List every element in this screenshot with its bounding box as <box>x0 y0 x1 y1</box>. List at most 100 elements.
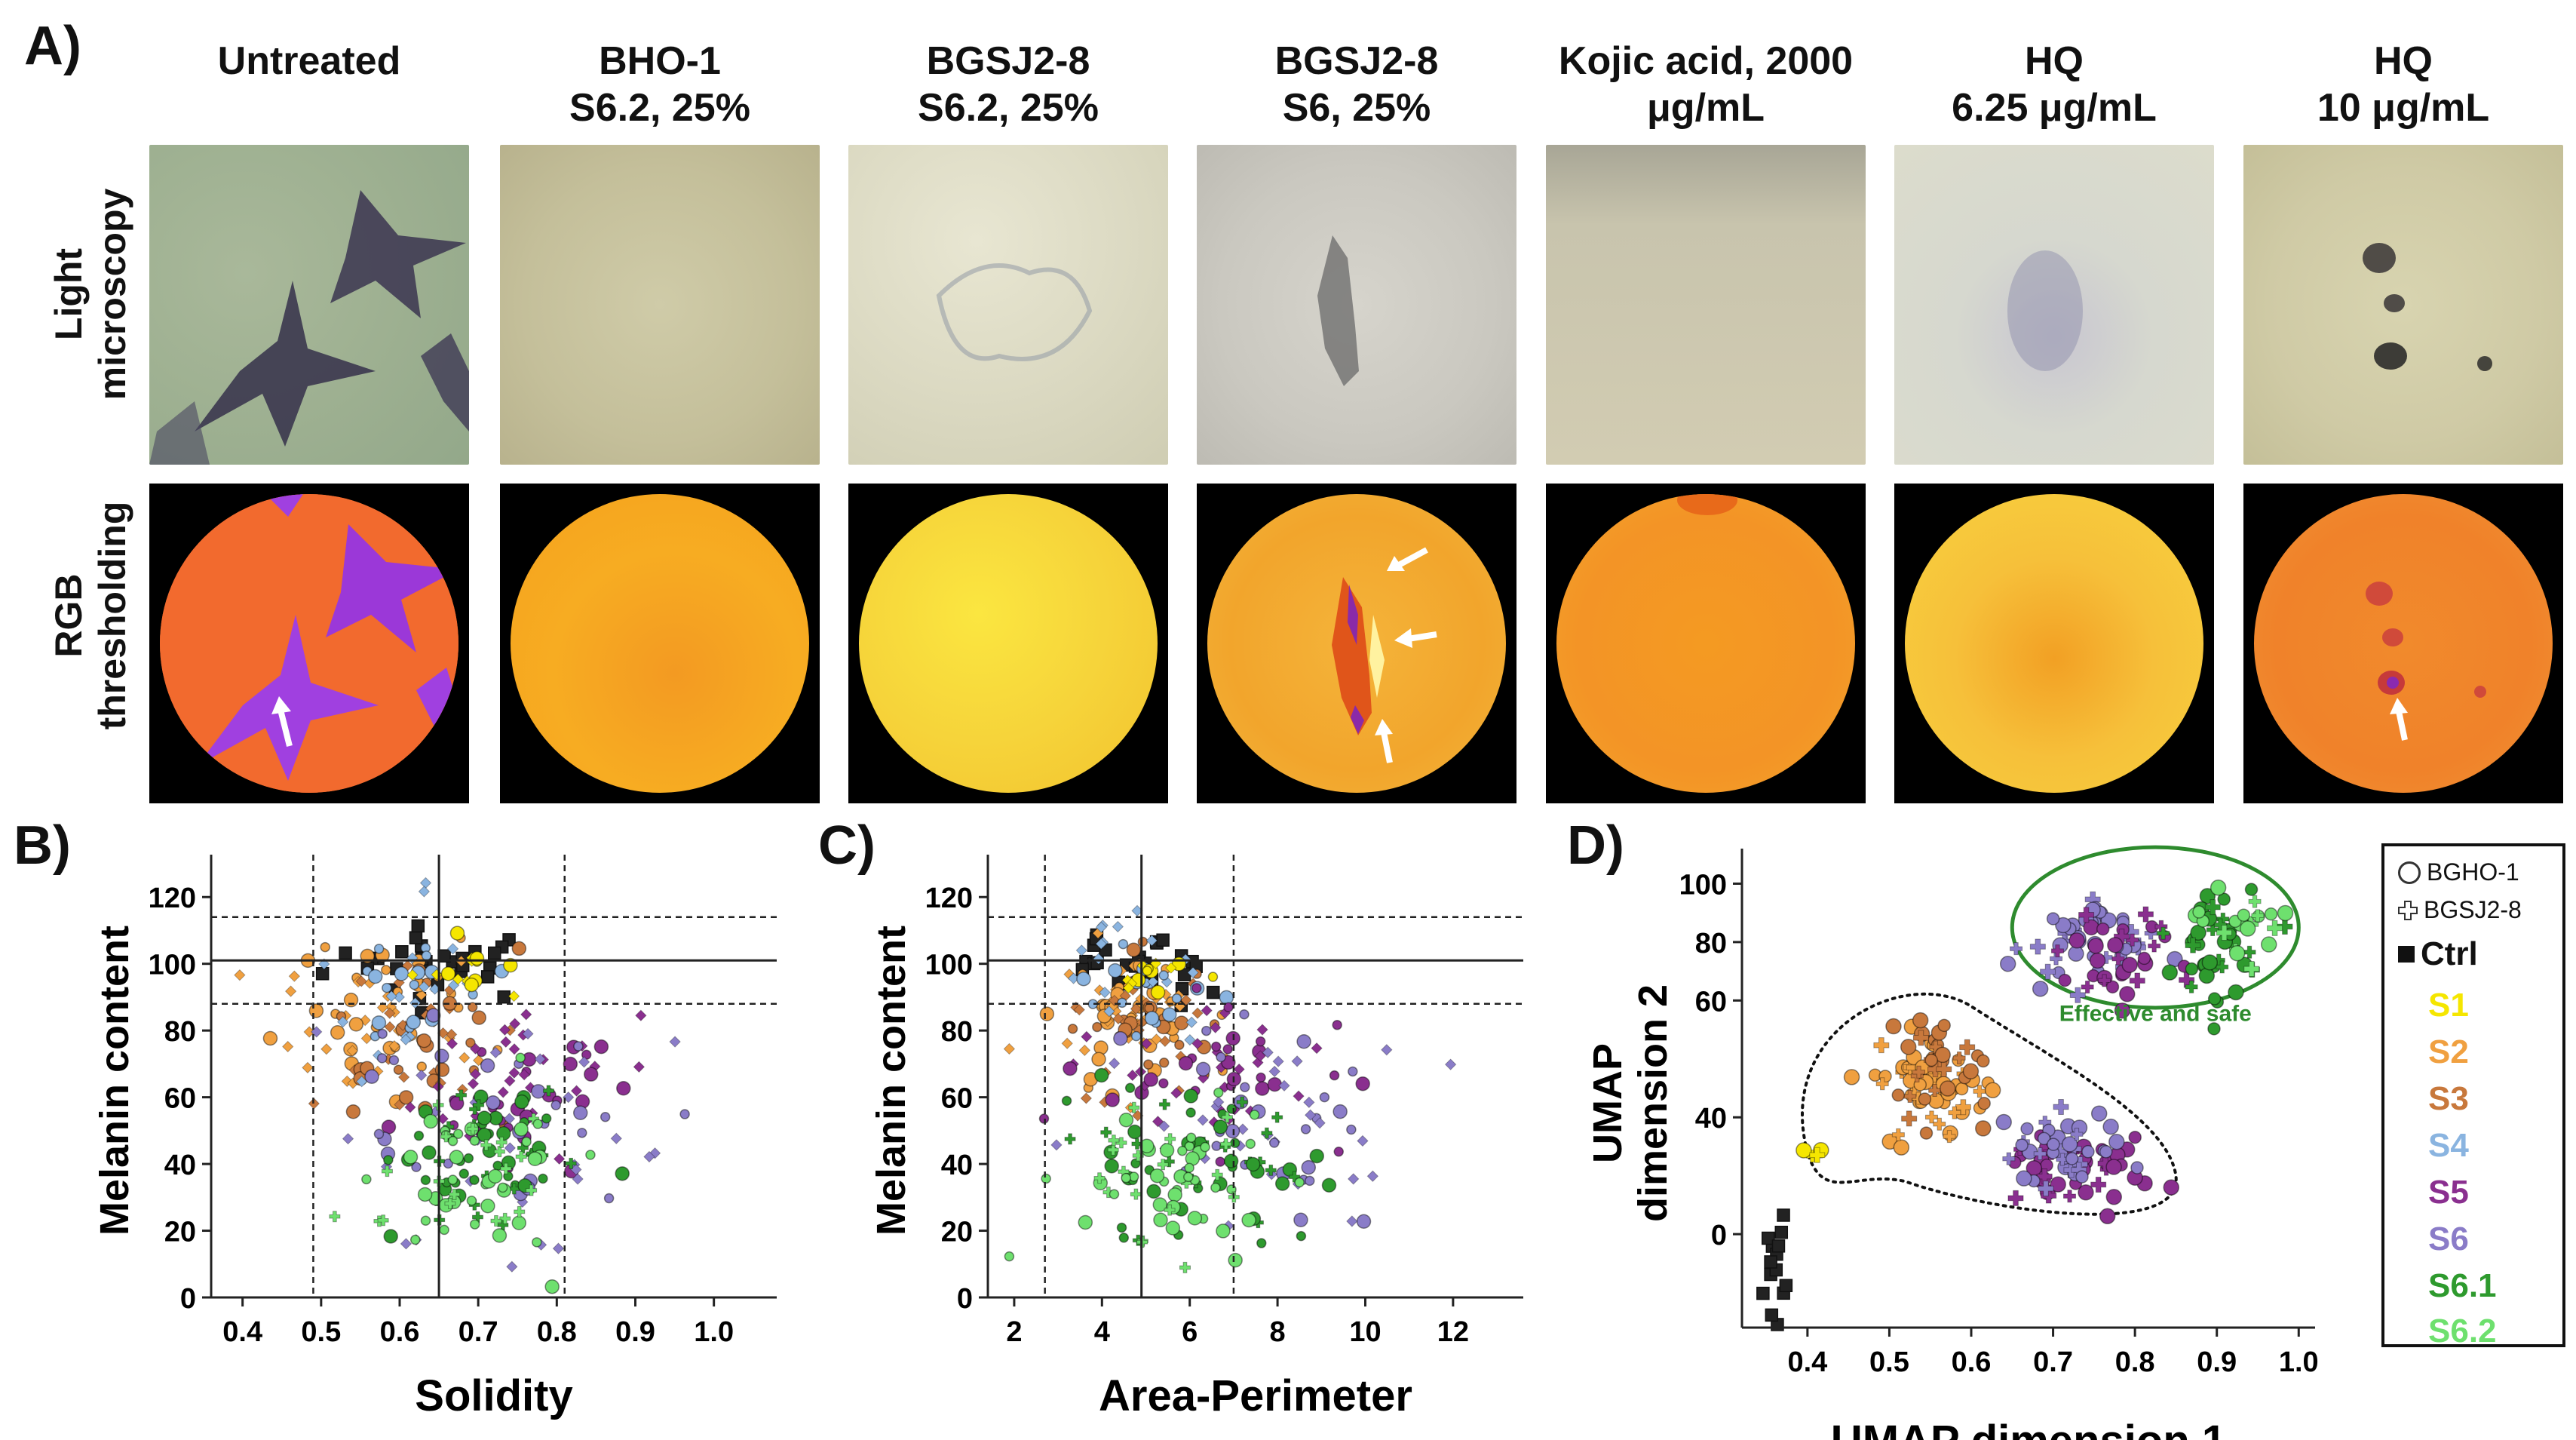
point-s6-2 <box>2237 908 2251 922</box>
point-s6-2 <box>1220 1138 1232 1150</box>
point-ctrl <box>1206 985 1220 999</box>
point-s5 <box>469 1042 482 1055</box>
point-s6-2 <box>439 1224 449 1236</box>
micrograph-hq-10 <box>2243 145 2563 465</box>
point-s3 <box>1900 1039 1917 1055</box>
point-s6-2 <box>1121 1172 1131 1184</box>
point-s6-2 <box>2267 920 2283 936</box>
y-tick-label: 80 <box>1695 928 1727 959</box>
point-s3 <box>1159 1035 1171 1048</box>
point-s5 <box>616 1081 631 1096</box>
point-s1 <box>449 926 465 941</box>
legend-label: S6.1 <box>2428 1267 2497 1304</box>
point-s2 <box>281 1040 294 1053</box>
point-s6 <box>1995 1113 2012 1131</box>
point-s3 <box>384 1021 396 1033</box>
point-s5 <box>2128 1130 2142 1144</box>
point-s6 <box>1303 1096 1315 1109</box>
point-s5-upper <box>2137 906 2154 923</box>
point-s5 <box>1256 1024 1268 1036</box>
point-s6 <box>2061 1136 2078 1153</box>
y-tick-label: 20 <box>941 1217 973 1248</box>
point-s5-upper <box>2096 922 2110 936</box>
point-s2 <box>472 1055 485 1067</box>
point-s6-1 <box>1130 1158 1141 1169</box>
point-s6-2 <box>1093 1172 1106 1184</box>
point-s5 <box>1152 1116 1164 1128</box>
point-s5 <box>1063 1061 1078 1076</box>
column-title-line2: 10 μg/mL <box>2317 86 2490 130</box>
point-s6 <box>373 1128 385 1140</box>
point-s5 <box>467 1078 480 1090</box>
point-s5 <box>1191 983 1202 993</box>
point-s4 <box>355 1075 368 1088</box>
point-s6-2 <box>444 1198 456 1210</box>
point-s6-1 <box>1183 1088 1198 1104</box>
y-tick-label: 60 <box>1695 986 1727 1018</box>
point-s4 <box>1095 921 1108 933</box>
point-s6-2 <box>1041 1173 1051 1184</box>
y-tick-label: 0 <box>1711 1220 1727 1251</box>
point-s6-1 <box>2244 883 2259 896</box>
point-s6-1 <box>420 1174 431 1186</box>
point-s6 <box>388 1055 400 1066</box>
point-s4 <box>394 966 409 981</box>
y-tick-label: 40 <box>164 1150 196 1181</box>
point-s1 <box>464 977 480 993</box>
point-s5 <box>469 1068 482 1080</box>
point-s3 <box>1940 1080 1956 1097</box>
point-s6 <box>2020 1122 2034 1136</box>
point-s6-1 <box>1127 1124 1142 1140</box>
x-tick-label: 0.6 <box>1952 1346 1992 1378</box>
threshold-bgsj28-s6 <box>1197 484 1516 803</box>
point-s5 <box>553 1153 566 1165</box>
y-tick-label: 120 <box>925 883 973 914</box>
point-s2 <box>284 985 297 997</box>
point-s5-upper <box>2078 907 2095 923</box>
column-title-line1: BGSJ2-8 <box>1274 39 1439 83</box>
point-s6-1 <box>1124 1082 1136 1093</box>
point-s6-2 <box>490 1215 502 1227</box>
point-s5 <box>446 1037 458 1050</box>
point-s6-1 <box>477 1127 492 1143</box>
point-s6 <box>1348 1173 1360 1185</box>
point-s6 <box>522 1027 534 1040</box>
point-s6-2 <box>2228 944 2246 962</box>
point-s4 <box>1147 975 1159 988</box>
axes: 0 20 40 60 80 100 120 0.4 0.5 0.6 0.7 0.8 0.9 1.0 <box>149 855 777 1348</box>
panel-b-letter: B) <box>14 815 71 876</box>
point-s6-2 <box>492 1228 508 1243</box>
point-s6-2 <box>1102 1187 1115 1199</box>
point-s5 <box>1143 1072 1158 1087</box>
point-s5-upper <box>2137 951 2151 966</box>
point-s2 <box>1984 1082 2001 1098</box>
point-s1 <box>440 966 456 981</box>
point-s6-2 <box>1130 1188 1142 1200</box>
point-s6-1 <box>541 1113 552 1124</box>
point-s6-1 <box>2157 926 2170 940</box>
x-axis-label: UMAP dimension 1 <box>1831 1417 2226 1440</box>
point-s6 <box>2065 1152 2079 1165</box>
point-s4 <box>1117 997 1127 1009</box>
point-s6-2 <box>2192 905 2206 919</box>
point-s6-2 <box>1109 1189 1120 1199</box>
point-s6 <box>1195 1061 1211 1077</box>
point-s6 <box>1291 1055 1303 1067</box>
point-s6-2 <box>452 1128 464 1140</box>
point-s6 <box>2070 1128 2084 1141</box>
point-s6-1 <box>2207 1022 2221 1036</box>
y-axis-label-line1: UMAP <box>1585 1043 1630 1163</box>
point-s6 <box>1296 1034 1311 1049</box>
point-s6 <box>1108 1057 1121 1070</box>
point-s2 <box>1955 1099 1971 1116</box>
point-s3 <box>1975 1120 1992 1137</box>
point-s6-upper <box>2055 917 2072 934</box>
point-s6-1 <box>1104 1159 1119 1174</box>
x-tick-label: 10 <box>1349 1316 1381 1348</box>
point-s6-2 <box>2210 879 2227 896</box>
point-s3 <box>1073 1003 1085 1016</box>
point-s5 <box>509 1018 521 1030</box>
point-s6-2 <box>1221 1111 1233 1123</box>
point-s2 <box>1933 1117 1946 1131</box>
point-ctrl <box>1156 933 1170 947</box>
